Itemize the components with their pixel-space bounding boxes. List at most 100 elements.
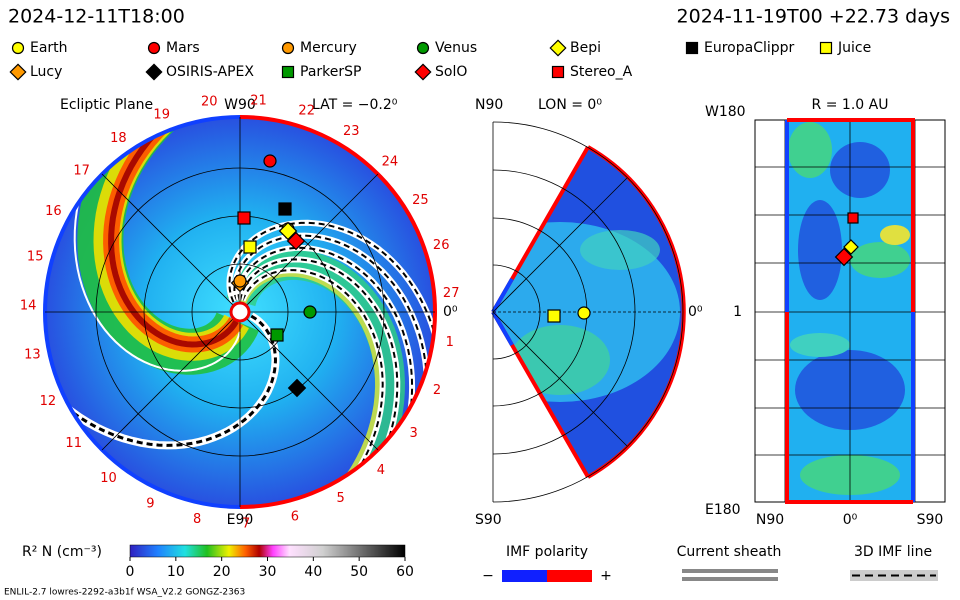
sector-label: 11 [65, 436, 82, 451]
wedge-inner [491, 278, 514, 346]
body-marker [414, 63, 432, 81]
sphere-panel: R = 1.0 AU W180 1 E180 N90 0⁰ S90 [705, 97, 946, 528]
meridional-panel: N90 LON = 0⁰ 0⁰ S90 [475, 97, 703, 528]
body-marker [237, 211, 251, 225]
top-label: W180 [705, 104, 746, 120]
body-marker [286, 231, 306, 251]
colorbar-tick-label: 40 [304, 564, 322, 580]
sheath-line [682, 577, 778, 581]
footer: ENLIL-2.7 lowres-2292-a3b1f WSA_V2.2 GON… [4, 588, 245, 598]
body-marker [577, 306, 591, 320]
legend-label: Bepi [570, 40, 601, 56]
body-marker [416, 41, 430, 55]
sector-label: 18 [110, 131, 127, 146]
body-marker [278, 221, 298, 241]
sector-label: 10 [100, 471, 117, 486]
bottom-tick: N90 [756, 512, 784, 528]
sector-label: 26 [433, 238, 450, 253]
imf-line [228, 221, 435, 345]
sector-label: 15 [27, 250, 44, 265]
bottom-label: S90 [475, 512, 502, 528]
minus-label: − [482, 568, 494, 584]
negative-edge [785, 120, 915, 502]
panel-title: Ecliptic Plane [60, 97, 153, 113]
bottom-tick: S90 [917, 512, 944, 528]
sector-label: 8 [193, 512, 201, 527]
legend-label: Juice [837, 40, 871, 56]
sector-label: 20 [201, 95, 218, 110]
sector-label: 12 [40, 394, 57, 409]
grid [492, 121, 684, 503]
sector-label: 17 [73, 164, 90, 179]
imf-negative [502, 570, 547, 582]
legend-label: Venus [435, 40, 477, 56]
right-label: 0⁰ [443, 304, 458, 320]
bottom-label: E90 [227, 512, 254, 528]
sector-label: 24 [382, 155, 399, 170]
colorbar-tick-label: 30 [259, 564, 277, 580]
sector-label: 5 [336, 491, 344, 506]
colorbar-tick-label: 60 [396, 564, 414, 580]
colorbar-tick-label: 20 [213, 564, 231, 580]
body-marker [11, 41, 25, 55]
grid [755, 120, 945, 502]
right-label: 0⁰ [688, 304, 703, 320]
sector-label: 27 [443, 286, 460, 301]
colorbar [129, 544, 406, 558]
imf-line [45, 314, 278, 447]
top-label: N90 [475, 97, 503, 113]
sheath-line [682, 569, 778, 573]
sector-label: 6 [291, 509, 299, 524]
legend-label: OSIRIS-APEX [166, 64, 254, 80]
sector-label: 25 [412, 193, 429, 208]
colorbar-tick-label: 0 [126, 564, 135, 580]
run-time: 2024-12-11T18:00 [8, 6, 185, 28]
imf-label: IMF polarity [506, 544, 588, 560]
imf-line [239, 258, 399, 451]
panel-title: R = 1.0 AU [812, 97, 889, 113]
body-marker [287, 378, 307, 398]
sector-label: 19 [153, 108, 170, 123]
lat-label: LAT = −0.2⁰ [312, 97, 398, 113]
legend-label: ParkerSP [300, 64, 361, 80]
body-marker [549, 39, 567, 57]
body-marker [147, 41, 161, 55]
lon-label: LON = 0⁰ [538, 97, 602, 113]
sector-label: 14 [20, 298, 37, 313]
ecliptic-panel: Ecliptic Plane W90 LAT = −0.2⁰ 0⁰ E90 12… [20, 93, 460, 531]
colorbar-tick-label: 10 [167, 564, 185, 580]
start-offset: 2024-11-19T00 +22.73 days [677, 6, 950, 28]
legend-label: Earth [30, 40, 68, 56]
middle-label: 1 [733, 304, 742, 320]
body-marker [685, 41, 699, 55]
sector-label: 23 [343, 124, 360, 139]
sector-label: 3 [410, 426, 418, 441]
sector-label: 13 [24, 347, 41, 362]
sector-label: 4 [377, 463, 385, 478]
bottom-tick: 0⁰ [843, 512, 858, 528]
sector-label: 2 [433, 383, 441, 398]
imf-line [236, 246, 414, 419]
legend-label: SolO [435, 64, 467, 80]
body-marker [263, 154, 277, 168]
legend-label: Stereo_A [570, 64, 633, 80]
top-label: W90 [224, 97, 256, 113]
body-marker [847, 212, 859, 224]
body-marker [551, 65, 565, 79]
positive-edge [785, 118, 915, 504]
plus-label: + [600, 568, 612, 584]
body-marker [834, 247, 854, 267]
body-marker [303, 305, 317, 319]
imf-line [241, 269, 384, 477]
sun [229, 301, 251, 323]
body-marker [281, 65, 295, 79]
body-marker [243, 240, 257, 254]
body-marker [843, 239, 859, 255]
sector-label: 1 [446, 335, 454, 350]
sector-label: 7 [242, 516, 250, 531]
body-marker [270, 328, 284, 342]
sector-label: 22 [298, 103, 315, 118]
legend-label: Lucy [30, 64, 62, 80]
colorbar-label: R² N (cm⁻³) [22, 544, 102, 560]
sector-label: 9 [146, 497, 154, 512]
